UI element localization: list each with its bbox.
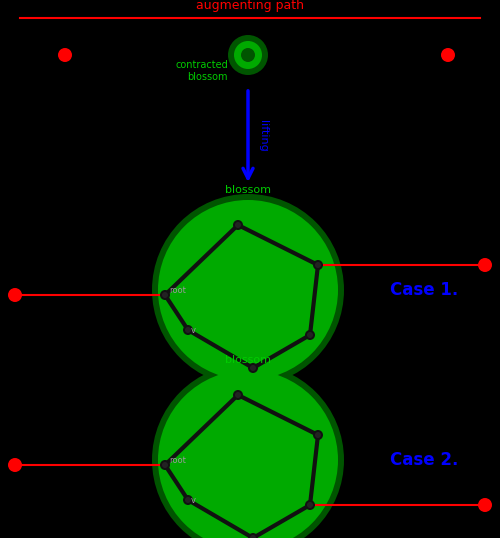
- Circle shape: [183, 495, 193, 505]
- Text: root: root: [169, 456, 186, 465]
- Circle shape: [478, 258, 492, 272]
- Text: v: v: [191, 326, 196, 335]
- Circle shape: [234, 41, 262, 69]
- Circle shape: [233, 390, 243, 400]
- Circle shape: [248, 363, 258, 373]
- Circle shape: [160, 290, 170, 300]
- Circle shape: [183, 325, 193, 335]
- Circle shape: [248, 533, 258, 538]
- Circle shape: [313, 260, 323, 270]
- Text: blossom: blossom: [225, 355, 271, 365]
- Circle shape: [162, 292, 168, 298]
- Circle shape: [58, 48, 72, 62]
- Circle shape: [235, 222, 241, 228]
- Circle shape: [8, 458, 22, 472]
- Circle shape: [158, 370, 338, 538]
- Circle shape: [478, 498, 492, 512]
- Circle shape: [305, 500, 315, 510]
- Circle shape: [441, 48, 455, 62]
- Circle shape: [228, 35, 268, 75]
- Circle shape: [241, 48, 255, 62]
- Circle shape: [305, 330, 315, 340]
- Circle shape: [152, 364, 344, 538]
- Circle shape: [233, 220, 243, 230]
- Text: contracted
blossom: contracted blossom: [176, 60, 228, 82]
- Text: v: v: [191, 496, 196, 505]
- Circle shape: [307, 502, 313, 508]
- Circle shape: [307, 332, 313, 338]
- Circle shape: [162, 462, 168, 468]
- Circle shape: [185, 497, 191, 503]
- Text: root: root: [169, 286, 186, 295]
- Circle shape: [152, 194, 344, 386]
- Circle shape: [8, 288, 22, 302]
- Circle shape: [160, 460, 170, 470]
- Circle shape: [250, 365, 256, 371]
- Text: lifting: lifting: [258, 120, 268, 152]
- Circle shape: [313, 430, 323, 440]
- Circle shape: [315, 262, 321, 268]
- Circle shape: [315, 432, 321, 438]
- Circle shape: [250, 535, 256, 538]
- Text: Case 2.: Case 2.: [390, 451, 458, 469]
- Circle shape: [235, 392, 241, 398]
- Text: augmenting path: augmenting path: [196, 0, 304, 12]
- Circle shape: [158, 200, 338, 380]
- Circle shape: [185, 327, 191, 333]
- Text: blossom: blossom: [225, 185, 271, 195]
- Text: Case 1.: Case 1.: [390, 281, 458, 299]
